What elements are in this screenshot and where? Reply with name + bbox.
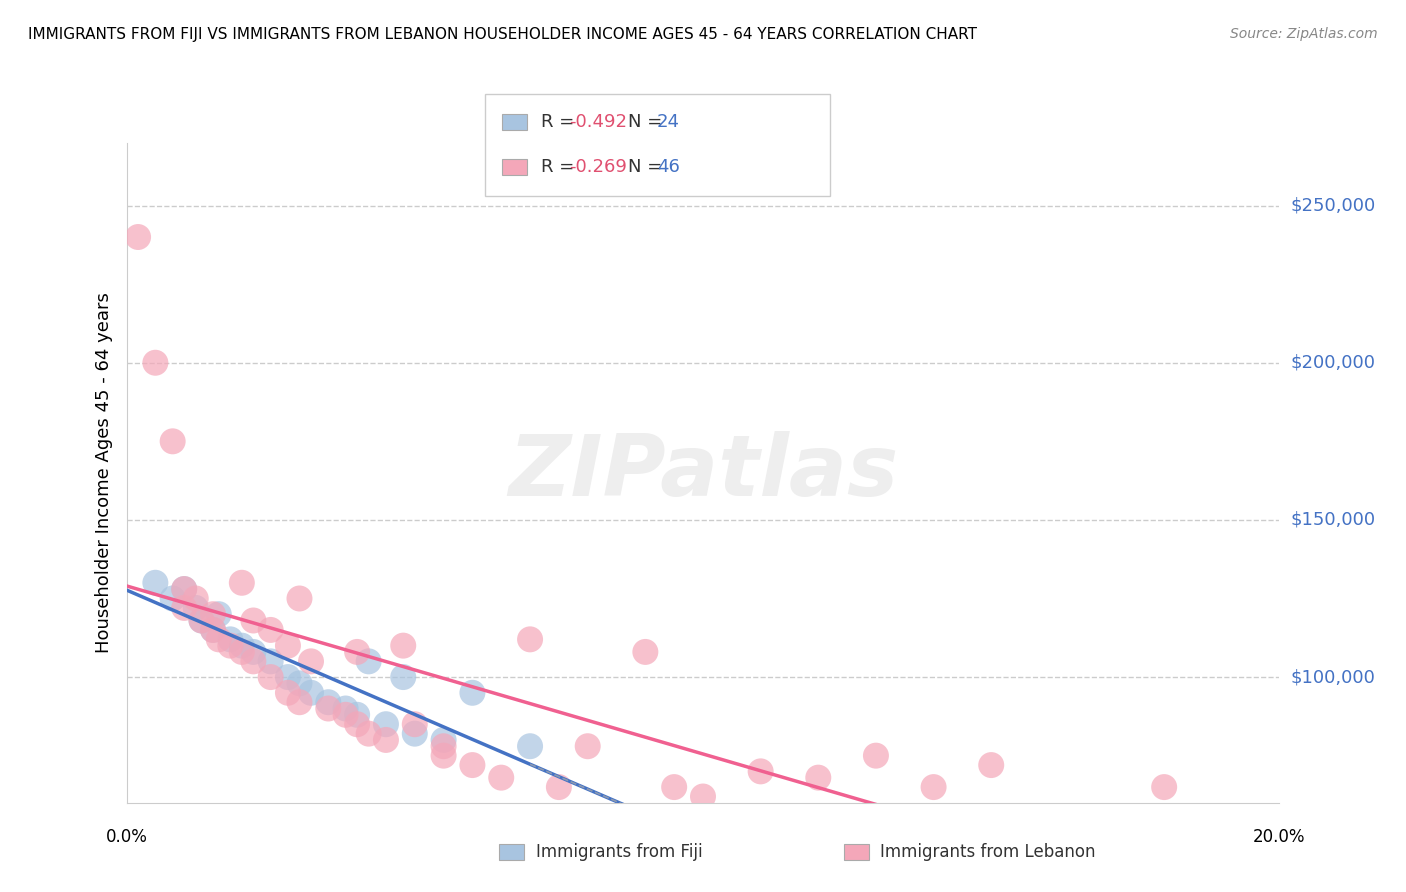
Point: [145, 356, 166, 370]
Point: [922, 780, 945, 794]
Point: [173, 582, 195, 596]
Point: [202, 607, 225, 622]
Point: [145, 575, 166, 590]
Point: [1153, 780, 1175, 794]
Point: [288, 676, 311, 690]
Point: [288, 591, 311, 606]
Text: R =: R =: [541, 113, 581, 131]
Point: [357, 654, 380, 668]
Point: [433, 748, 456, 763]
Text: 0.0%: 0.0%: [105, 828, 148, 846]
Text: -0.269: -0.269: [569, 158, 627, 176]
Point: [242, 654, 264, 668]
Point: [202, 623, 225, 637]
Point: [749, 764, 772, 779]
Point: [807, 771, 830, 785]
Point: [461, 758, 484, 772]
Point: [231, 645, 253, 659]
Point: [519, 632, 541, 647]
Point: [299, 654, 322, 668]
Point: [219, 639, 242, 653]
Point: [392, 670, 415, 684]
Text: 20.0%: 20.0%: [1253, 828, 1306, 846]
Text: ZIPatlas: ZIPatlas: [508, 431, 898, 515]
Point: [299, 686, 322, 700]
Point: [277, 670, 299, 684]
Point: [231, 575, 253, 590]
Y-axis label: Householder Income Ages 45 - 64 years: Householder Income Ages 45 - 64 years: [94, 293, 112, 653]
Text: Immigrants from Lebanon: Immigrants from Lebanon: [880, 843, 1095, 861]
Text: $200,000: $200,000: [1291, 354, 1375, 372]
Text: Immigrants from Fiji: Immigrants from Fiji: [536, 843, 703, 861]
Point: [288, 695, 311, 709]
Text: 46: 46: [657, 158, 679, 176]
Point: [346, 707, 368, 722]
Point: [335, 701, 357, 715]
Point: [335, 707, 357, 722]
Text: -0.492: -0.492: [569, 113, 627, 131]
Point: [634, 645, 657, 659]
Point: [162, 434, 184, 449]
Point: [392, 639, 415, 653]
Point: [489, 771, 512, 785]
Text: $100,000: $100,000: [1291, 668, 1375, 686]
Text: R =: R =: [541, 158, 581, 176]
Point: [231, 639, 253, 653]
Text: IMMIGRANTS FROM FIJI VS IMMIGRANTS FROM LEBANON HOUSEHOLDER INCOME AGES 45 - 64 : IMMIGRANTS FROM FIJI VS IMMIGRANTS FROM …: [28, 27, 977, 42]
Point: [259, 623, 281, 637]
Point: [259, 670, 281, 684]
Point: [692, 789, 714, 804]
Point: [461, 686, 484, 700]
Point: [433, 733, 456, 747]
Point: [318, 695, 340, 709]
Point: [277, 639, 299, 653]
Point: [548, 780, 571, 794]
Point: [374, 733, 398, 747]
Point: [242, 645, 264, 659]
Point: [318, 701, 340, 715]
Point: [162, 591, 184, 606]
Point: [404, 717, 426, 731]
Point: [259, 654, 281, 668]
Point: [202, 623, 225, 637]
Point: [184, 591, 207, 606]
Point: [219, 632, 242, 647]
Point: [374, 717, 398, 731]
Point: [865, 748, 887, 763]
Text: 24: 24: [657, 113, 679, 131]
Point: [346, 717, 368, 731]
Point: [173, 601, 195, 615]
Point: [242, 614, 264, 628]
Point: [208, 607, 231, 622]
Point: [664, 780, 686, 794]
Point: [173, 582, 195, 596]
Point: [190, 614, 212, 628]
Point: [208, 632, 231, 647]
Point: [576, 739, 599, 754]
Point: [433, 739, 456, 754]
Text: Source: ZipAtlas.com: Source: ZipAtlas.com: [1230, 27, 1378, 41]
Text: $150,000: $150,000: [1291, 511, 1375, 529]
Point: [980, 758, 1002, 772]
Text: N =: N =: [628, 158, 668, 176]
Text: $250,000: $250,000: [1291, 196, 1376, 215]
Point: [127, 230, 149, 244]
Point: [184, 601, 207, 615]
Point: [404, 726, 426, 740]
Text: N =: N =: [628, 113, 668, 131]
Point: [357, 726, 380, 740]
Point: [519, 739, 541, 754]
Point: [346, 645, 368, 659]
Point: [190, 614, 212, 628]
Point: [277, 686, 299, 700]
